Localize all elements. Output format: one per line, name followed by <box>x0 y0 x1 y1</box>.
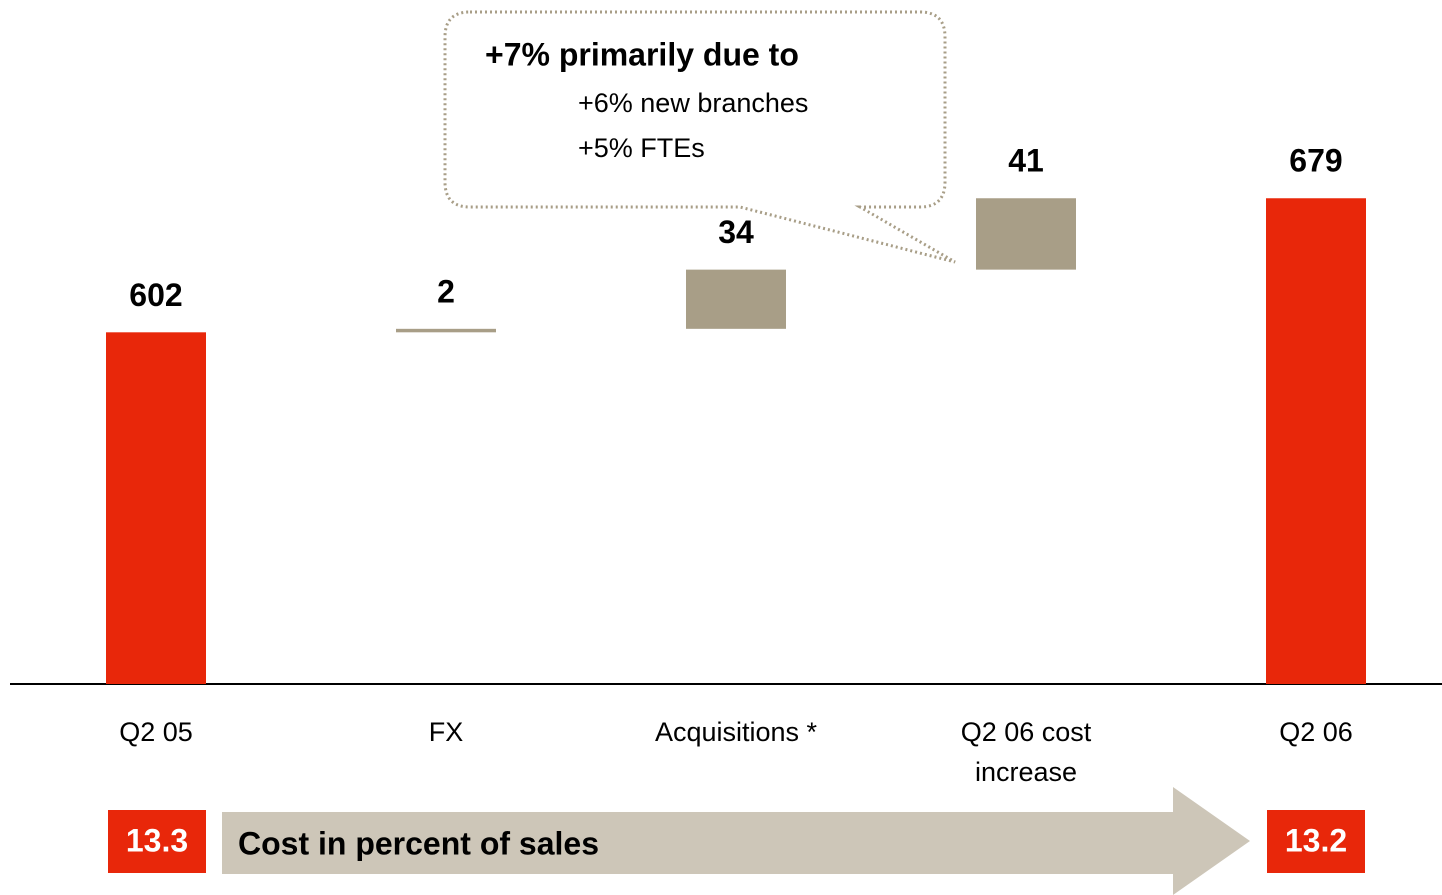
footer-value: 13.3 <box>126 822 188 858</box>
footer-value: 13.2 <box>1285 822 1347 858</box>
value-label: 602 <box>129 277 182 313</box>
value-label: 679 <box>1289 143 1342 179</box>
bar <box>976 198 1076 270</box>
bar <box>106 332 206 684</box>
x-tick-label: Q2 05 <box>119 717 193 747</box>
bar <box>1266 198 1366 684</box>
x-tick-label: Q2 06 <box>1279 717 1353 747</box>
x-tick-label: FX <box>428 717 464 747</box>
x-tick-label: Q2 06 cost increase <box>960 717 1092 787</box>
callout-line: +6% new branches <box>578 88 808 118</box>
value-label: 34 <box>718 214 754 250</box>
footer-arrow <box>222 787 1250 895</box>
callout-title: +7% primarily due to <box>485 36 799 72</box>
x-tick-label: Acquisitions * <box>654 717 818 747</box>
value-label: 41 <box>1008 143 1044 179</box>
bar <box>396 328 496 333</box>
footer-label: Cost in percent of sales <box>238 825 599 861</box>
callout-line: +5% FTEs <box>578 133 705 163</box>
value-label: 2 <box>437 273 455 309</box>
footer-box <box>1267 810 1365 873</box>
callout-bubble <box>443 10 956 264</box>
bar <box>686 269 786 329</box>
footer-box <box>108 810 206 873</box>
